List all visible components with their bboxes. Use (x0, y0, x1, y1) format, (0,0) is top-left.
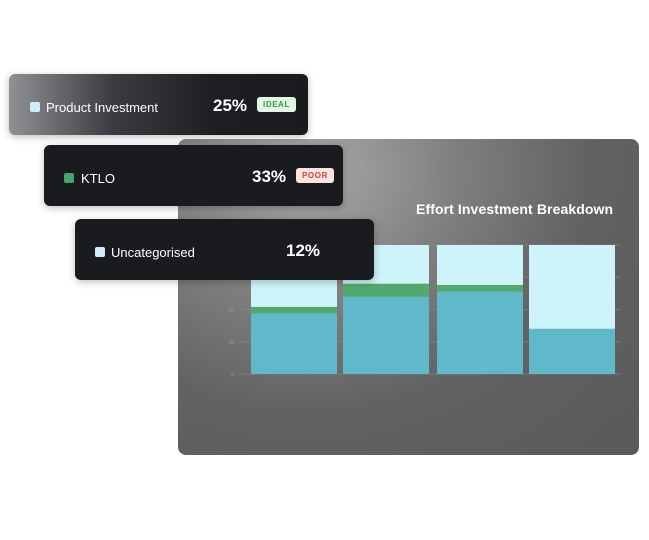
card-label: Product Investment (46, 100, 158, 115)
card-percent: 12% (286, 241, 321, 260)
card-percent: 25% (213, 96, 248, 115)
bar-segment (343, 296, 429, 374)
y-tick-label: 0 (231, 372, 234, 378)
bar-segment (437, 245, 523, 285)
card-label: Uncategorised (111, 245, 195, 260)
status-badge-poor: POOR (296, 168, 334, 183)
y-tick-label: 50 (228, 308, 234, 314)
card-product-investment[interactable]: Product Investment 25% IDEAL (9, 74, 308, 135)
y-tick-label: 25 (228, 340, 234, 346)
card-label: KTLO (81, 171, 115, 186)
legend-swatch-ktlo (64, 173, 74, 183)
bar-segment (437, 284, 523, 292)
bar-segment (529, 328, 615, 374)
card-percent: 33% (252, 167, 287, 186)
bar-segment (343, 283, 429, 297)
legend-swatch-uncategorised (95, 247, 105, 257)
bar-segment (529, 245, 615, 329)
card-ktlo[interactable]: KTLO 33% POOR (44, 145, 343, 206)
bar-segment (437, 291, 523, 374)
card-uncategorised[interactable]: Uncategorised 12% (75, 219, 374, 280)
legend-swatch-product-investment (30, 102, 40, 112)
bar-segment (251, 306, 337, 314)
bar-segment (251, 313, 337, 374)
status-badge-ideal: IDEAL (257, 97, 296, 112)
chart-title: Effort Investment Breakdown (416, 201, 614, 217)
